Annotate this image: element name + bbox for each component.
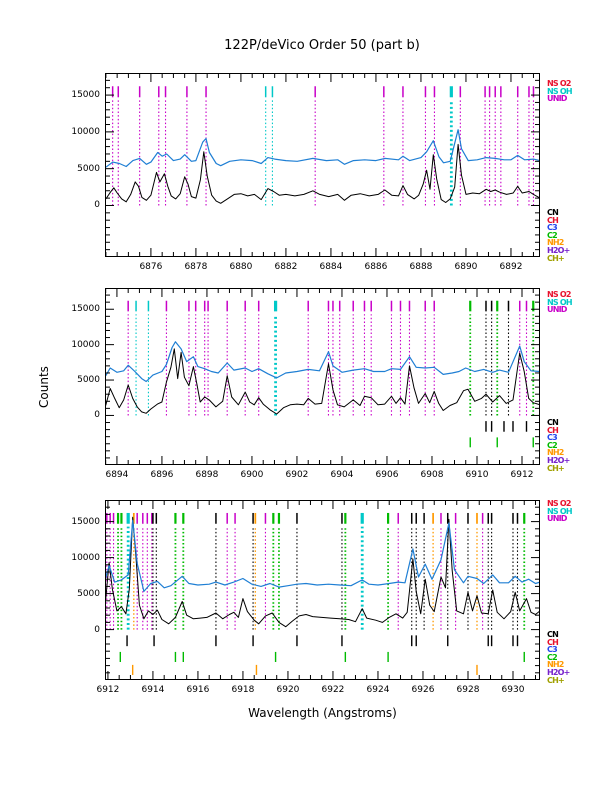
panel-frame xyxy=(105,288,540,465)
legend-item-nh2: NH2 xyxy=(547,238,564,248)
panel-2-legend-species: CN CH C3 C2 NH2 H2O+ CH+ xyxy=(547,419,570,472)
panel-2-plot xyxy=(105,288,540,465)
x-tick-label: 6884 xyxy=(319,262,343,272)
legend-item-ns-oh: NS OH xyxy=(547,86,573,96)
legend-item-c2: C2 xyxy=(547,230,558,240)
legend-item-ch-: CH+ xyxy=(547,463,565,473)
panel-1-plot xyxy=(105,73,540,257)
figure-title: 122P/deVico Order 50 (part b) xyxy=(224,38,420,53)
x-tick-label: 6902 xyxy=(285,470,309,480)
panel-1-legend-species: CN CH C3 C2 NH2 H2O+ CH+ xyxy=(547,209,570,262)
legend-item-ch: CH xyxy=(547,637,559,647)
legend-item-nh2: NH2 xyxy=(547,448,564,458)
reference-spectrum-line xyxy=(105,129,540,168)
panel-2-legend-identified: NS O2 NS OH UNID xyxy=(547,290,573,315)
x-tick-label: 6908 xyxy=(420,470,444,480)
x-tick-label: 6920 xyxy=(276,685,300,695)
x-tick-label: 6926 xyxy=(411,685,435,695)
x-tick-label: 6894 xyxy=(105,470,129,480)
reference-spectrum-line xyxy=(105,519,540,593)
x-tick-label: 6914 xyxy=(141,685,165,695)
legend-item-c3: C3 xyxy=(547,645,558,655)
x-tick-label: 6924 xyxy=(366,685,390,695)
x-tick-label: 6912 xyxy=(510,470,534,480)
x-tick-label: 6916 xyxy=(186,685,210,695)
x-tick-label: 6876 xyxy=(139,262,163,272)
x-tick-label: 6922 xyxy=(321,685,345,695)
legend-item-cn: CN xyxy=(547,418,559,427)
legend-item-c3: C3 xyxy=(547,433,558,443)
x-tick-label: 6930 xyxy=(501,685,525,695)
legend-item-ch: CH xyxy=(547,425,559,435)
legend-item-ch-: CH+ xyxy=(547,675,565,685)
panel-3-legend-species: CN CH C3 C2 NH2 H2O+ CH+ xyxy=(547,631,570,684)
panel-3-plot xyxy=(105,500,540,680)
x-axis-title: Wavelength (Angstroms) xyxy=(248,706,397,720)
x-tick-label: 6910 xyxy=(465,470,489,480)
y-tick-label: 15000 xyxy=(71,516,100,527)
legend-item-h2o-: H2O+ xyxy=(547,245,570,255)
panel-3-legend-identified: NS O2 NS OH UNID xyxy=(547,499,573,524)
y-tick-label: 10000 xyxy=(71,552,100,563)
x-tick-label: 6896 xyxy=(150,470,174,480)
x-tick-label: 6888 xyxy=(409,262,433,272)
y-tick-label: 10000 xyxy=(71,126,100,137)
legend-item-ns-oh: NS OH xyxy=(547,297,573,307)
x-tick-label: 6882 xyxy=(274,262,298,272)
x-tick-label: 6898 xyxy=(195,470,219,480)
x-tick-label: 6918 xyxy=(231,685,255,695)
y-tick-label: 15000 xyxy=(71,304,100,315)
x-tick-label: 6880 xyxy=(229,262,253,272)
legend-item-c2: C2 xyxy=(547,440,558,450)
legend-item-nh2: NH2 xyxy=(547,660,564,670)
x-tick-label: 6928 xyxy=(456,685,480,695)
y-tick-label: 10000 xyxy=(71,339,100,350)
y-tick-label: 5000 xyxy=(77,163,100,174)
panel-1-legend-identified: NS O2 NS OH UNID xyxy=(547,79,573,104)
y-tick-label: 0 xyxy=(94,624,100,635)
legend-item-cn: CN xyxy=(547,208,559,217)
x-tick-label: 6890 xyxy=(454,262,478,272)
panel-frame xyxy=(105,500,540,680)
legend-item-ns-o2: NS O2 xyxy=(547,79,571,88)
comet-spectrum-line xyxy=(105,143,540,204)
y-tick-label: 15000 xyxy=(71,90,100,101)
legend-item-ns-oh: NS OH xyxy=(547,506,573,516)
x-tick-label: 6878 xyxy=(184,262,208,272)
x-tick-label: 6906 xyxy=(375,470,399,480)
y-tick-label: 5000 xyxy=(77,375,100,386)
x-tick-label: 6886 xyxy=(364,262,388,272)
y-tick-label: 0 xyxy=(94,200,100,211)
reference-spectrum-line xyxy=(105,341,540,383)
legend-item-ns-o2: NS O2 xyxy=(547,290,571,299)
legend-item-unid: UNID xyxy=(547,305,567,315)
legend-item-c2: C2 xyxy=(547,652,558,662)
comet-spectrum-line xyxy=(105,348,540,415)
comet-spectrum-line xyxy=(105,516,540,628)
legend-item-unid: UNID xyxy=(547,514,567,524)
legend-item-c3: C3 xyxy=(547,223,558,233)
x-tick-label: 6900 xyxy=(240,470,264,480)
legend-item-cn: CN xyxy=(547,630,559,639)
y-axis-title: Counts xyxy=(37,366,51,408)
x-tick-label: 6912 xyxy=(96,685,120,695)
legend-item-h2o-: H2O+ xyxy=(547,455,570,465)
x-tick-label: 6892 xyxy=(499,262,523,272)
panel-frame xyxy=(105,73,540,257)
legend-item-ch: CH xyxy=(547,215,559,225)
legend-item-unid: UNID xyxy=(547,94,567,104)
x-tick-label: 6904 xyxy=(330,470,354,480)
y-tick-label: 0 xyxy=(94,410,100,421)
legend-item-ns-o2: NS O2 xyxy=(547,499,571,508)
y-tick-label: 5000 xyxy=(77,588,100,599)
legend-item-h2o-: H2O+ xyxy=(547,667,570,677)
legend-item-ch-: CH+ xyxy=(547,253,565,263)
